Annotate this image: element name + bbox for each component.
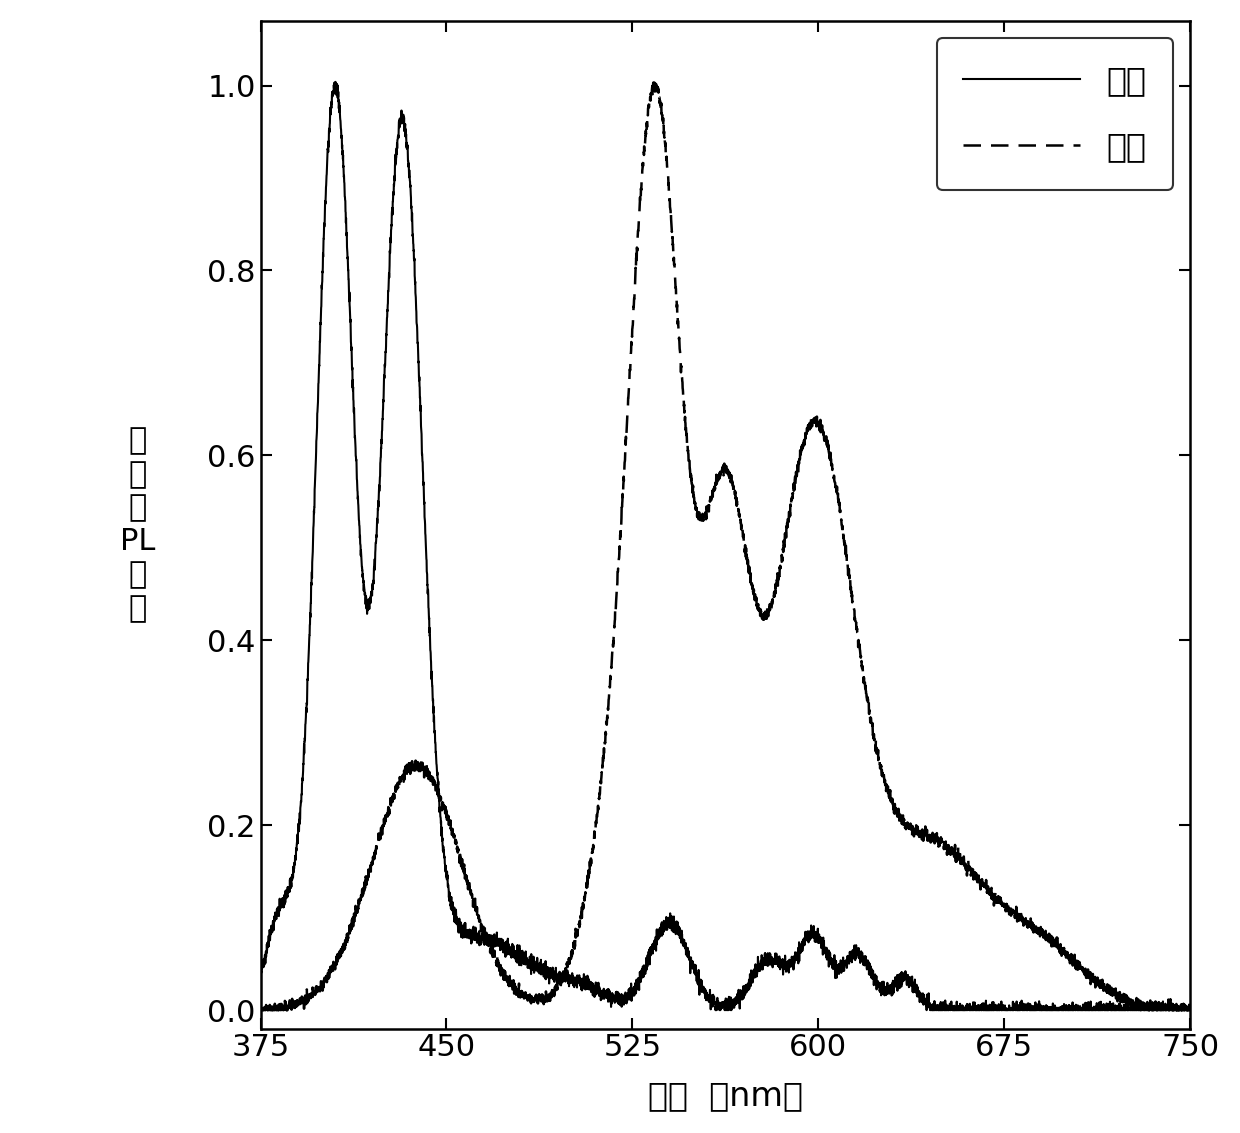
延迟 [858,680,873,693]
Legend: 快速, 延迟: 快速, 延迟 [936,37,1173,190]
快速 [329,75,343,88]
Line: 快速: 快速 [260,82,1190,1011]
快速 [1183,1004,1198,1017]
延迟 [947,847,962,861]
延迟 [253,999,268,1013]
延迟 [609,598,624,612]
快速 [858,951,873,964]
延迟 [254,1004,269,1017]
快速 [609,986,624,999]
快速 [947,1004,962,1017]
延迟 [1018,917,1033,930]
快速 [811,929,826,943]
延迟 [811,418,826,432]
Y-axis label: 归
一
化
PL
强
度: 归 一 化 PL 强 度 [120,426,155,623]
快速 [708,1004,723,1017]
Line: 延迟: 延迟 [260,83,1190,1011]
快速 [253,965,268,979]
延迟 [422,768,436,782]
快速 [1018,1003,1033,1016]
延迟 [647,76,662,90]
X-axis label: 波长  （nm）: 波长 （nm） [647,1079,802,1113]
快速 [422,621,436,634]
延迟 [1183,1004,1198,1017]
